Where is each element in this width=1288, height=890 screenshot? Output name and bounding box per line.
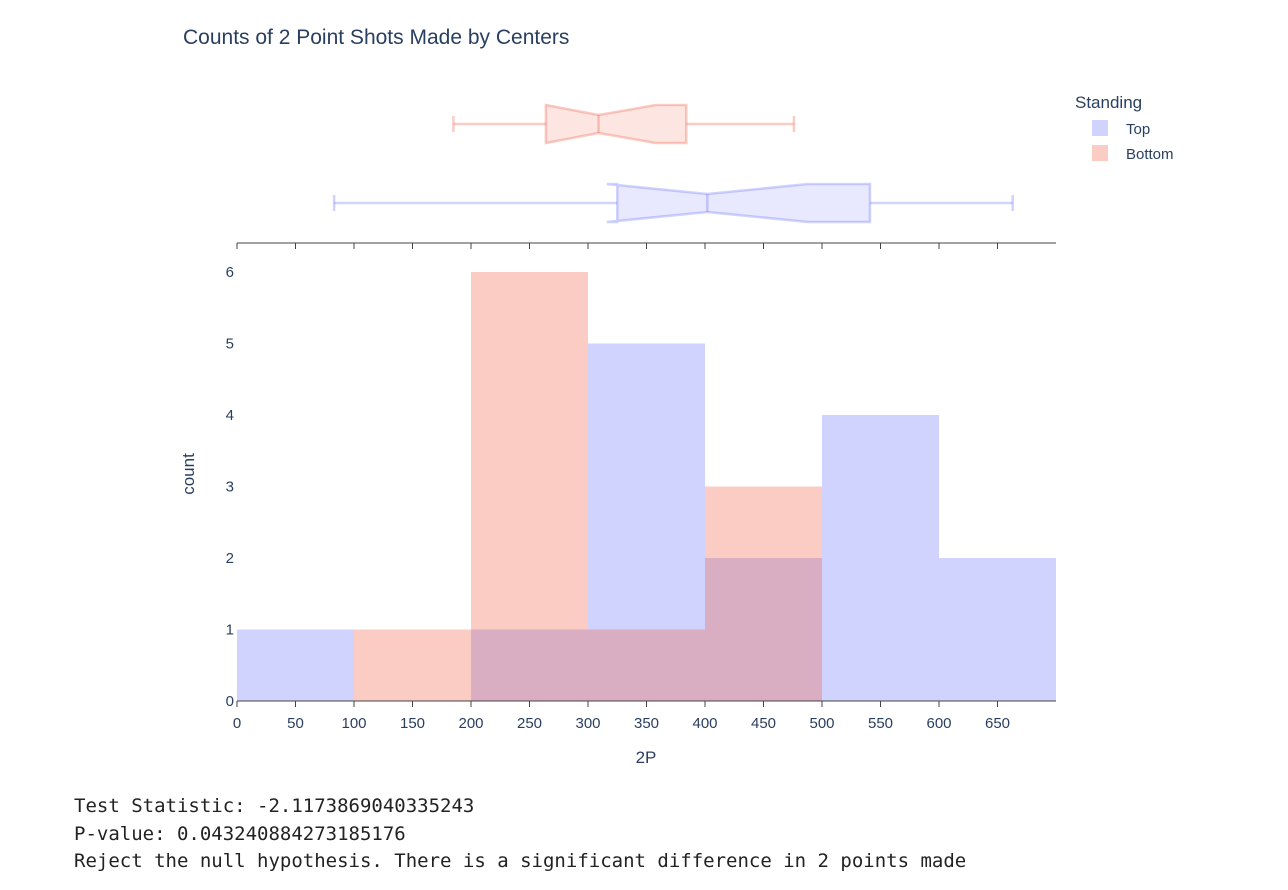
legend[interactable]: Standing Top Bottom [1075,93,1174,163]
bar-top-200-300 [471,629,588,701]
legend-item-top[interactable]: Top [1092,120,1150,138]
legend-swatch-top [1092,120,1108,136]
x-tick-label-200: 200 [458,715,483,732]
bar-bottom-100-200 [354,629,471,701]
y-tick-label-1: 1 [226,622,234,639]
x-tick-label-600: 600 [926,715,951,732]
x-tick-label-350: 350 [634,715,659,732]
bar-top-0-100 [237,629,354,701]
y-tick-label-3: 3 [226,479,234,496]
x-tick-label-0: 0 [233,715,241,732]
x-tick-label-100: 100 [341,715,366,732]
legend-swatch-bottom [1092,145,1108,161]
legend-title: Standing [1075,93,1142,112]
x-tick-label-650: 650 [985,715,1010,732]
bar-top-600-700 [939,558,1056,701]
bar-bottom-400-500 [705,486,822,701]
x-tick-label-250: 250 [517,715,542,732]
x-tick-label-50: 50 [287,715,304,732]
legend-item-bottom[interactable]: Bottom [1092,145,1174,163]
y-tick-label-5: 5 [226,336,234,353]
x-tick-label-150: 150 [400,715,425,732]
bar-top-400-500 [705,558,822,701]
bar-bottom-300-400 [588,629,705,701]
box-bottom [544,103,688,145]
box-plot-bottom[interactable] [452,103,796,145]
x-tick-label-500: 500 [809,715,834,732]
bar-top-300-400 [588,343,705,701]
bar-bottom-200-300 [471,272,588,701]
y-tick-label-0: 0 [226,693,234,710]
x-tick-label-300: 300 [575,715,600,732]
bar-top-500-600 [822,415,939,701]
box-plot-area [332,103,1014,224]
y-tick-label-4: 4 [226,407,234,424]
console-output: Test Statistic: -2.1173869040335243 P-val… [74,793,966,876]
p-value-line: P-value: 0.043240884273185176 [74,822,406,845]
x-tick-label-450: 450 [751,715,776,732]
x-axis-title: 2P [636,748,657,767]
legend-label-bottom: Bottom [1126,146,1174,163]
y-tick-label-2: 2 [226,550,234,567]
test-statistic-line: Test Statistic: -2.1173869040335243 [74,795,475,817]
legend-label-top: Top [1126,121,1150,138]
box-top [606,182,872,224]
box-plot-top[interactable] [332,182,1014,224]
x-tick-label-400: 400 [692,715,717,732]
histogram-area [237,272,1056,701]
conclusion-line: Reject the null hypothesis. There is a s… [74,850,967,872]
axes: 0 50 100 150 200 250 300 350 400 450 500 550 600 650 0… [226,242,1056,732]
x-tick-label-550: 550 [868,715,893,732]
y-tick-label-6: 6 [226,264,234,281]
chart-title: Counts of 2 Point Shots Made by Centers [183,26,569,49]
y-axis-title: count [179,453,198,495]
